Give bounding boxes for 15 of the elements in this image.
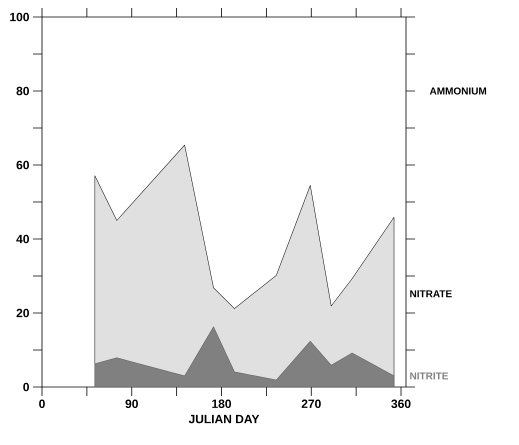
x-axis-title: JULIAN DAY — [188, 414, 260, 424]
y-tick-label: 0 — [23, 382, 29, 392]
series-label: NITRITE — [410, 372, 448, 380]
x-tick-label: 90 — [126, 400, 138, 408]
y-tick-label: 60 — [16, 160, 29, 170]
x-tick-label: 0 — [39, 400, 45, 408]
y-tick-label: 40 — [16, 234, 29, 244]
y-tick-label: 20 — [16, 308, 29, 318]
text: AMMONIUM — [430, 87, 486, 95]
series-label: NITRATE — [410, 290, 452, 298]
x-tick-label: 180 — [212, 400, 232, 408]
y-tick-label: 80 — [16, 86, 29, 96]
x-tick-label: 270 — [302, 400, 321, 408]
x-tick-label: 360 — [391, 400, 411, 408]
y-tick-label: 100 — [10, 12, 29, 22]
